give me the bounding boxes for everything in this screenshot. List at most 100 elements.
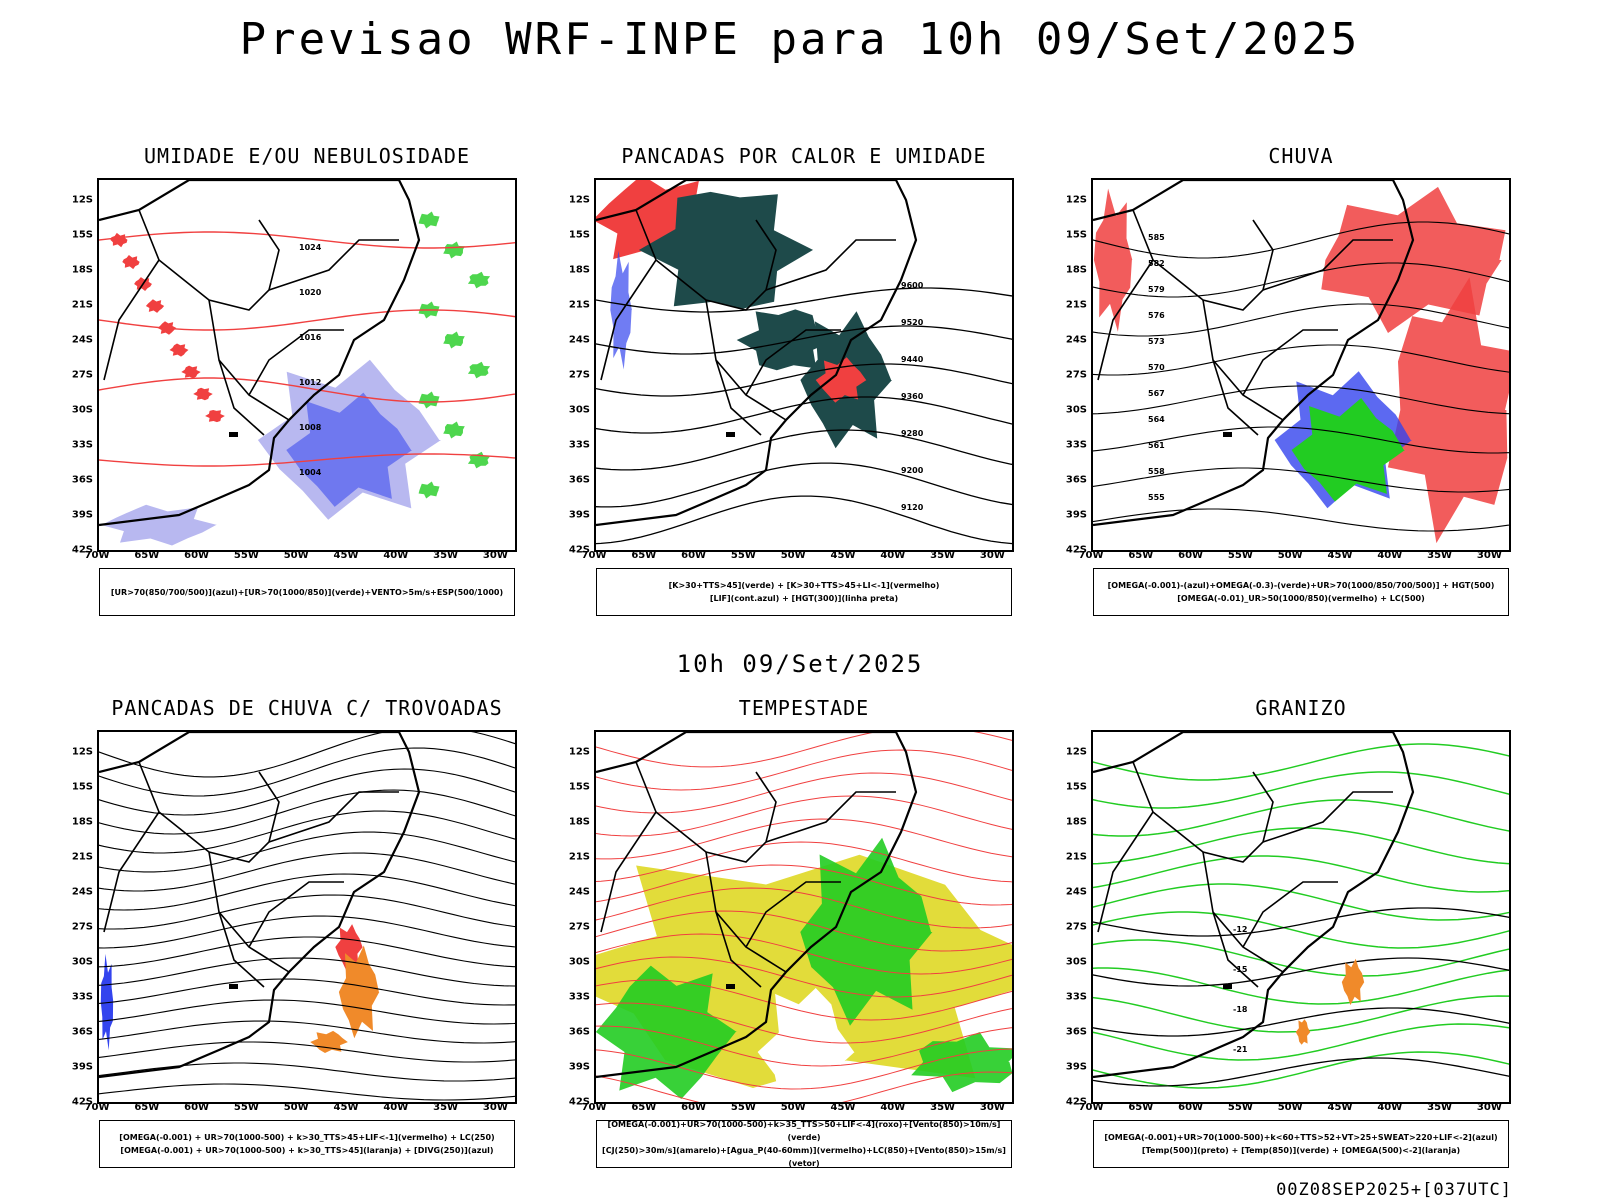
latitude-tick: 27S (71, 921, 93, 933)
contour-label: 9360 (901, 392, 924, 401)
contour-label: 573 (1148, 337, 1165, 346)
divergence-area (100, 953, 114, 1051)
contour-label: 1020 (299, 288, 322, 297)
thickness-contour-mark (110, 232, 128, 248)
wind-850-area (596, 965, 737, 1099)
latitude-tick: 21S (1065, 299, 1087, 311)
latitude-tick: 15S (568, 781, 590, 793)
precipitable-water-contour (596, 1048, 1012, 1090)
longitude-tick: 35W (930, 550, 956, 561)
legend-chuva: [OMEGA(-0.001)-(azul)+OMEGA(-0.3)-(verde… (1093, 568, 1509, 616)
contour-label: 558 (1148, 467, 1165, 476)
legend-line: [LIF](cont.azul) + [HGT(300)](linha pret… (709, 594, 899, 603)
contour-label: 9200 (901, 466, 924, 475)
legend-line: [UR>70(850/700/500)](azul)+[UR>70(1000/8… (110, 587, 504, 597)
coastline (1093, 732, 1415, 1079)
latitude-tick: 36S (71, 474, 93, 486)
latitude-tick: 42S (71, 1096, 93, 1108)
country-border (600, 811, 657, 933)
rain-area (1093, 188, 1133, 332)
instability-area (736, 309, 836, 371)
streamline (99, 1062, 515, 1082)
country-border (1262, 239, 1393, 291)
longitude-axis: 70W 65W 60W 55W 50W 45W 40W 35W 30W (582, 1102, 1014, 1116)
precipitable-water-contour (596, 979, 1012, 1021)
forecast-time-label: 10h 09/Set/2025 (676, 650, 924, 678)
thickness-contour-mark (181, 365, 201, 379)
map-canvas (99, 732, 515, 1101)
contour-label: 579 (1148, 285, 1165, 294)
thickness-contour-mark (205, 410, 225, 423)
streamline (99, 936, 515, 968)
latitude-tick: 30S (71, 404, 93, 416)
longitude-tick: 30W (482, 550, 508, 561)
temperature-850-contour (1093, 939, 1509, 977)
country-border (1262, 791, 1393, 843)
latitude-tick: 18S (568, 816, 590, 828)
country-border (600, 259, 657, 381)
thickness-contour (99, 231, 515, 249)
coastline (596, 180, 918, 527)
streamline (99, 831, 515, 873)
latitude-tick: 27S (568, 921, 590, 933)
longitude-tick: 65W (1128, 550, 1154, 561)
streamline (99, 978, 515, 1006)
contour-label: 567 (1148, 389, 1165, 398)
temperature-850-contour (1093, 799, 1509, 837)
streamline (99, 873, 515, 911)
country-border (1212, 359, 1259, 436)
latitude-tick: 27S (1065, 921, 1087, 933)
latitude-tick: 18S (71, 264, 93, 276)
country-border (745, 329, 841, 396)
legend-line: [OMEGA(-0.001)-(azul)+OMEGA(-0.3)-(verde… (1107, 581, 1495, 590)
contour-label: 9120 (901, 503, 924, 512)
precipitable-water-contour (596, 1071, 1012, 1102)
coastline (99, 180, 421, 527)
latitude-tick: 12S (1065, 746, 1087, 758)
longitude-tick: 40W (383, 1102, 409, 1113)
lagoon (726, 984, 735, 989)
height-contour (596, 287, 1012, 313)
page-title: Previsao WRF-INPE para 10h 09/Set/2025 (239, 14, 1361, 65)
map-canvas: 1024 1020 1016 1012 1008 1004 (99, 180, 515, 546)
precipitable-water-contour (596, 795, 1012, 837)
geopotential-contour (1093, 385, 1509, 415)
longitude-tick: 35W (1427, 1102, 1453, 1113)
contour-label: 561 (1148, 441, 1165, 450)
longitude-tick: 35W (433, 1102, 459, 1113)
country-border (1242, 881, 1338, 948)
latitude-tick: 21S (1065, 851, 1087, 863)
contour-label: 1024 (299, 243, 322, 252)
legend-line: [OMEGA(-0.001)+UR>70(1000-500)+k>35_TTS>… (607, 1120, 1001, 1142)
streamline (99, 789, 515, 835)
longitude-axis: 70W 65W 60W 55W 50W 45W 40W 35W 30W (582, 550, 1014, 564)
map-canvas: 9600 9520 9440 9360 9280 9200 9120 (596, 180, 1012, 545)
latitude-axis: 12S 15S 18S 21S 24S 27S 30S 33S 36S 39S 42S (564, 730, 590, 1108)
legend-line: [OMEGA(-0.001) + UR>70(1000-500) + k>30_… (120, 1146, 494, 1155)
temperature-850-contour (1093, 1023, 1509, 1061)
latitude-tick: 42S (1065, 544, 1087, 556)
legend-tempestade: [OMEGA(-0.001)+UR>70(1000-500)+k>35_TTS>… (596, 1120, 1012, 1168)
streamline (99, 894, 515, 930)
longitude-tick: 60W (184, 550, 210, 561)
temperature-850-contour (1093, 883, 1509, 921)
coastline (1093, 180, 1415, 527)
latitude-tick: 24S (71, 334, 93, 346)
temperature-850-contour (1093, 967, 1509, 1005)
country-border (1097, 811, 1154, 933)
thunderstorm-area (335, 924, 363, 970)
latitude-tick: 24S (568, 334, 590, 346)
latitude-tick: 30S (1065, 956, 1087, 968)
longitude-tick: 30W (1476, 550, 1502, 561)
longitude-tick: 30W (482, 1102, 508, 1113)
longitude-tick: 55W (730, 1102, 756, 1113)
country-border (715, 911, 762, 988)
height-contour (596, 495, 1012, 545)
lagoon (229, 432, 238, 437)
height-contour (596, 325, 1012, 355)
panel-title-chuva: CHUVA (1268, 144, 1334, 168)
latitude-tick: 12S (71, 746, 93, 758)
lagoon (229, 984, 238, 989)
precipitable-water-contour (596, 864, 1012, 906)
contour-label: 585 (1148, 233, 1165, 242)
